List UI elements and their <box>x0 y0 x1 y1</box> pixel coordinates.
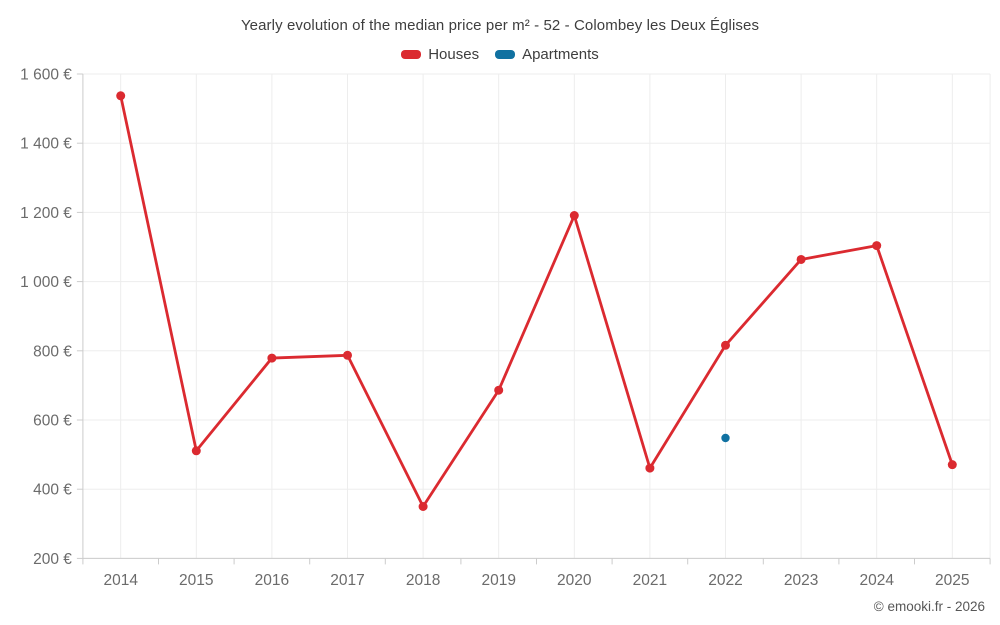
legend-label-apartments: Apartments <box>522 46 599 63</box>
legend-item-apartments[interactable]: Apartments <box>495 46 599 63</box>
y-axis-tick-label: 600 € <box>33 413 72 430</box>
data-point[interactable] <box>872 241 882 251</box>
legend-label-houses: Houses <box>428 46 480 63</box>
data-point[interactable] <box>267 353 277 363</box>
axes <box>76 73 991 565</box>
x-axis-tick-label: 2014 <box>103 572 138 589</box>
gridlines <box>82 73 991 559</box>
chart-title: Yearly evolution of the median price per… <box>240 17 760 34</box>
x-axis-tick-label: 2018 <box>406 572 440 589</box>
footer-credit[interactable]: © emooki.fr - 2026 <box>873 599 985 614</box>
x-axis-tick-label: 2015 <box>179 572 213 589</box>
legend: Houses Apartments <box>0 46 1000 63</box>
data-point[interactable] <box>343 350 352 360</box>
data-point[interactable] <box>116 91 126 101</box>
x-axis-tick-label: 2016 <box>255 572 289 589</box>
x-axis-tick-label: 2021 <box>633 572 667 589</box>
series-line <box>119 95 954 508</box>
houses-series <box>116 91 957 511</box>
apartments-series <box>721 433 730 443</box>
data-point[interactable] <box>191 446 201 456</box>
apartments-swatch-icon <box>495 50 516 59</box>
x-axis-tick-label: 2020 <box>557 572 592 589</box>
y-axis-tick-label: 200 € <box>33 551 72 568</box>
data-point[interactable] <box>569 211 579 221</box>
data-point[interactable] <box>796 254 806 264</box>
x-axis-tick-label: 2025 <box>935 572 969 589</box>
data-point[interactable] <box>645 463 655 473</box>
y-axis-tick-label: 400 € <box>33 482 72 499</box>
x-axis-tick-label: 2017 <box>330 572 364 589</box>
x-axis-tick-label: 2019 <box>481 572 515 589</box>
legend-item-houses[interactable]: Houses <box>401 46 479 63</box>
y-axis-tick-label: 800 € <box>33 343 72 360</box>
houses-swatch-icon <box>401 50 422 59</box>
y-axis-tick-label: 1 000 € <box>20 274 72 291</box>
data-point[interactable] <box>947 460 957 470</box>
x-axis-tick-label: 2022 <box>708 572 742 589</box>
y-axis-tick-label: 1 400 € <box>20 136 72 153</box>
x-axis-tick-label: 2023 <box>784 572 818 589</box>
data-point[interactable] <box>721 433 730 443</box>
data-point[interactable] <box>418 502 428 511</box>
x-axis-tick-label: 2024 <box>859 572 894 589</box>
data-point[interactable] <box>494 385 504 395</box>
axis-labels: 200 € 400 € 600 € 800 € 1 000 € 1 200 € 1 400 … <box>20 67 969 590</box>
y-axis-tick-label: 1 200 € <box>20 205 72 222</box>
data-point[interactable] <box>721 340 730 350</box>
y-axis-tick-label: 1 600 € <box>20 67 72 84</box>
